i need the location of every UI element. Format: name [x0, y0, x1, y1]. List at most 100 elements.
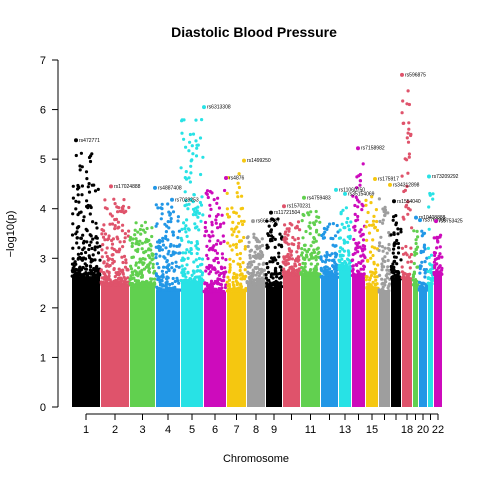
snp-point — [420, 229, 424, 233]
top-hit-point — [170, 197, 174, 202]
snp-point — [432, 260, 436, 264]
snp-point — [134, 237, 138, 241]
snp-point — [113, 202, 117, 206]
snp-point — [173, 279, 177, 284]
snp-point — [146, 263, 150, 267]
chromosome-18-dense-points — [402, 278, 412, 407]
snp-point — [307, 213, 311, 217]
snp-point — [93, 258, 97, 262]
snp-point — [440, 255, 444, 259]
snp-point — [191, 207, 196, 211]
snp-point — [216, 281, 221, 286]
snp-point — [91, 253, 95, 257]
snp-point — [128, 238, 132, 242]
snp-point — [438, 252, 442, 256]
snp-point — [77, 200, 81, 204]
snp-point — [258, 253, 262, 257]
snp-point — [208, 203, 212, 207]
snp-point — [242, 235, 246, 240]
snp-point — [88, 243, 92, 247]
snp-label: rs11721504 — [274, 210, 300, 216]
snp-point — [172, 244, 176, 248]
snp-point — [203, 220, 208, 225]
snp-point — [342, 241, 346, 245]
snp-point — [143, 230, 147, 234]
snp-point — [154, 256, 158, 260]
top-hit-point — [109, 184, 113, 189]
snp-point — [304, 229, 308, 234]
snp-point — [358, 183, 362, 187]
snp-point — [208, 235, 212, 239]
snp-point — [436, 240, 440, 244]
chromosome-13-points — [337, 206, 353, 407]
snp-point — [337, 267, 341, 271]
snp-point — [130, 244, 134, 248]
snp-point — [314, 209, 318, 214]
snp-point — [161, 288, 165, 292]
snp-point — [171, 210, 176, 214]
snp-point — [357, 200, 361, 204]
snp-point — [184, 177, 189, 181]
snp-point — [355, 186, 359, 190]
snp-point — [216, 270, 220, 274]
snp-point — [391, 277, 395, 281]
snp-point — [381, 285, 385, 289]
snp-point — [78, 164, 82, 168]
snp-point — [339, 246, 343, 250]
snp-point — [369, 201, 373, 205]
snp-point — [174, 264, 179, 268]
snp-point — [169, 220, 173, 224]
snp-point — [396, 270, 400, 274]
snp-point — [84, 250, 88, 255]
snp-point — [290, 257, 294, 261]
snp-point — [180, 238, 184, 242]
snp-point — [391, 251, 395, 255]
snp-point — [409, 246, 413, 250]
snp-point — [207, 267, 211, 271]
snp-point — [211, 287, 215, 291]
snp-point — [214, 218, 218, 222]
snp-point — [115, 250, 119, 254]
snp-point — [287, 227, 291, 231]
snp-point — [160, 207, 164, 211]
snp-point — [121, 223, 125, 227]
snp-point — [184, 251, 188, 255]
x-tick-label: 20 — [417, 424, 429, 436]
snp-point — [418, 288, 422, 292]
snp-point — [392, 268, 396, 272]
snp-point — [360, 233, 364, 237]
snp-point — [219, 222, 223, 226]
snp-point — [274, 272, 278, 276]
snp-point — [161, 239, 165, 243]
snp-point — [295, 250, 299, 254]
snp-point — [260, 243, 265, 248]
snp-point — [104, 251, 108, 255]
snp-point — [214, 221, 218, 225]
snp-point — [381, 257, 385, 261]
snp-point — [287, 255, 291, 259]
snp-point — [407, 121, 411, 125]
snp-point — [182, 118, 186, 122]
top-hit-point — [343, 191, 347, 196]
snp-point — [197, 211, 201, 215]
snp-point — [371, 280, 375, 284]
top-hit-point — [153, 185, 157, 190]
snp-point — [194, 275, 198, 279]
snp-point — [140, 241, 144, 245]
snp-point — [71, 270, 75, 274]
snp-point — [188, 132, 192, 137]
snp-point — [373, 225, 377, 229]
snp-point — [323, 260, 327, 264]
snp-annotations: rs472771 rs17024888 rs4887408 rs7028253 rs63… — [74, 72, 463, 225]
snp-point — [331, 265, 336, 269]
snp-point — [239, 272, 243, 276]
snp-point — [264, 276, 268, 280]
snp-point — [243, 247, 247, 251]
x-tick-label: 9 — [271, 424, 277, 436]
chromosome-2-points — [99, 197, 131, 407]
snp-point — [71, 246, 75, 250]
snp-label: rs596875 — [405, 72, 426, 78]
snp-point — [80, 184, 84, 188]
snp-point — [231, 280, 235, 284]
snp-point — [416, 283, 420, 287]
